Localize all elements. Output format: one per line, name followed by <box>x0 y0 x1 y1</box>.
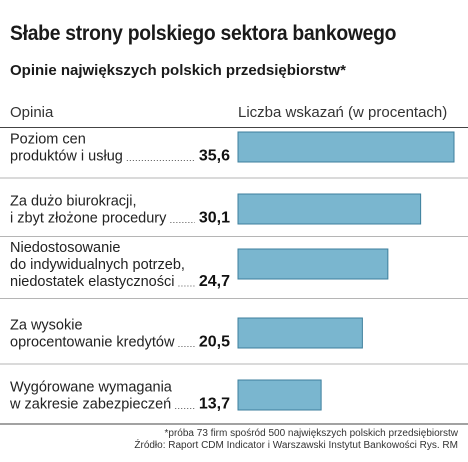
chart-title: Słabe strony polskiego sektora bankowego <box>10 22 397 45</box>
category-label-5-line-1: Wygórowane wymagania <box>10 380 173 396</box>
category-label-2-line-2: i zbyt złożone procedury <box>10 211 167 227</box>
value-label-2: 30,1 <box>199 210 230 227</box>
header-divider <box>0 127 468 128</box>
category-label-4-line-2: oprocentowanie kredytów <box>10 335 175 351</box>
bar-2 <box>237 193 422 225</box>
sample-note: *próba 73 firm spośród 500 największych … <box>164 428 458 439</box>
category-label-3-line-1: Niedostosowanie <box>10 240 120 256</box>
chart-footnote: *próba 73 firm spośród 500 największych … <box>134 428 458 452</box>
credit-text: Rys. RM <box>419 440 458 451</box>
category-label-2-line-1: Za dużo biurokracji, <box>10 194 137 210</box>
value-label-4: 20,5 <box>199 334 230 351</box>
column-header-opinion: Opinia <box>10 104 54 121</box>
value-label-3: 24,7 <box>199 273 230 290</box>
chart-subtitle: Opinie największych polskich przedsiębio… <box>10 62 346 79</box>
bar-1 <box>237 131 455 163</box>
category-label-3-line-3: niedostatek elastyczności <box>10 274 174 290</box>
category-label-1-line-1: Poziom cen <box>10 132 86 148</box>
bar-5 <box>237 379 322 411</box>
category-label-4-line-1: Za wysokie <box>10 318 83 334</box>
category-label-3-line-2: do indywidualnych potrzeb, <box>10 257 185 273</box>
bar-4 <box>237 317 363 349</box>
value-label-5: 13,7 <box>199 396 230 413</box>
bar-3 <box>237 248 389 280</box>
category-label-1-line-2: produktów i usług <box>10 149 123 165</box>
source-text: Źródło: Raport CDM Indicator i Warszawsk… <box>134 440 417 451</box>
source-line: Źródło: Raport CDM Indicator i Warszawsk… <box>134 440 458 452</box>
value-label-1: 35,6 <box>199 148 230 165</box>
column-header-count: Liczba wskazań (w procentach) <box>238 104 448 121</box>
category-label-5-line-2: w zakresie zabezpieczeń <box>9 397 171 413</box>
